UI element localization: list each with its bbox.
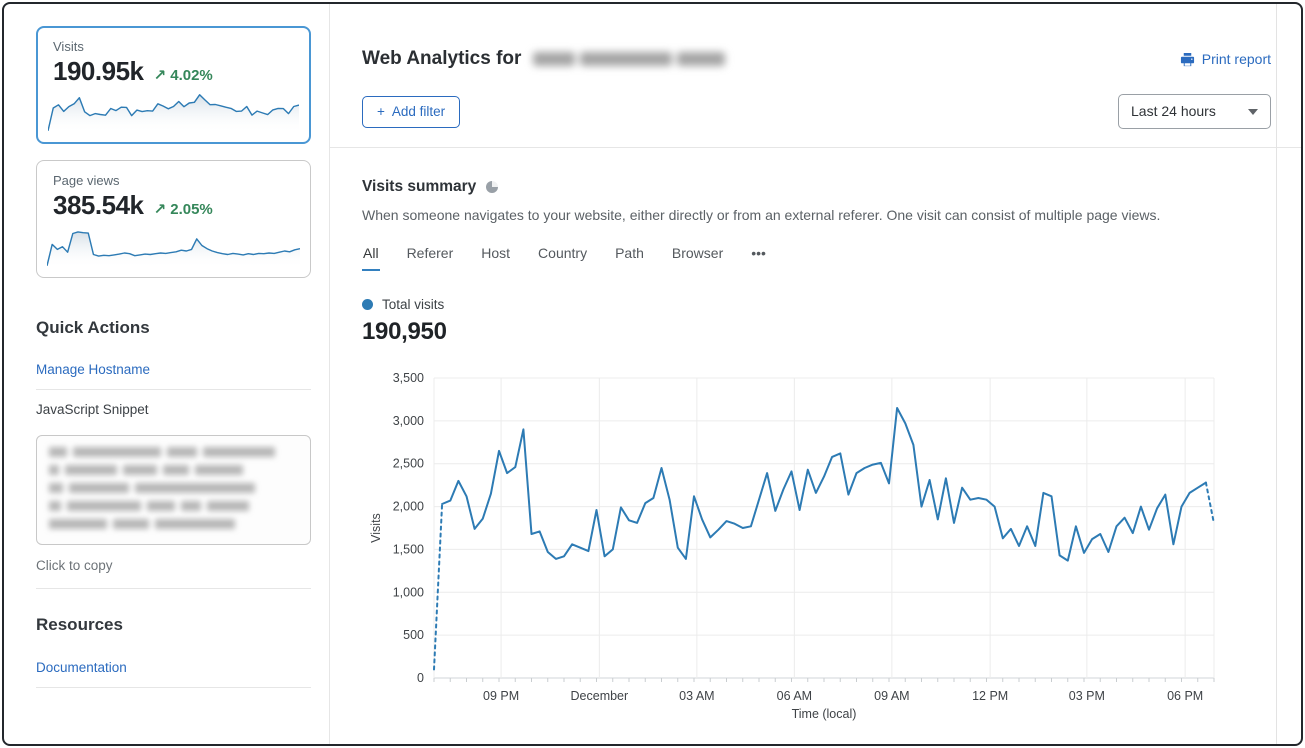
svg-text:09 PM: 09 PM xyxy=(483,689,519,703)
visits-chart: 0 500 1,000 1,500 2,000 2,500 3,000 3,500 09 PM D… xyxy=(362,362,1271,727)
redacted-code-line xyxy=(49,483,298,493)
filter-row: + Add filter Last 24 hours xyxy=(362,94,1271,129)
quick-actions-heading: Quick Actions xyxy=(36,318,150,337)
metric-value: 190.95k xyxy=(53,56,144,86)
divider xyxy=(36,588,311,589)
add-filter-button[interactable]: + Add filter xyxy=(362,95,461,128)
svg-text:09 AM: 09 AM xyxy=(874,689,909,703)
documentation-link[interactable]: Documentation xyxy=(36,660,127,675)
visits-summary-description: When someone navigates to your website, … xyxy=(362,207,1161,223)
sidebar: Visits 190.95k ↗ 4.02% Page views 385.54… xyxy=(4,4,330,744)
print-report-button[interactable]: Print report xyxy=(1180,51,1271,67)
tab-country[interactable]: Country xyxy=(537,245,588,271)
total-visits-value: 190,950 xyxy=(362,318,447,345)
svg-text:03 AM: 03 AM xyxy=(679,689,714,703)
tab-all[interactable]: All xyxy=(362,245,380,271)
svg-text:1,500: 1,500 xyxy=(393,542,424,556)
visits-sparkline xyxy=(48,94,299,133)
page-views-sparkline xyxy=(47,231,300,268)
divider xyxy=(36,687,311,688)
scroll-gutter-line xyxy=(1276,4,1277,744)
svg-text:03 PM: 03 PM xyxy=(1069,689,1105,703)
visits-line-chart: 0 500 1,000 1,500 2,000 2,500 3,000 3,500 09 PM D… xyxy=(369,371,1215,721)
svg-text:500: 500 xyxy=(403,628,424,642)
tab-path[interactable]: Path xyxy=(614,245,645,271)
metric-delta: ↗ 4.02% xyxy=(153,67,213,84)
dimension-tabs: All Referer Host Country Path Browser ••• xyxy=(362,245,1271,271)
time-range-select[interactable]: Last 24 hours xyxy=(1118,94,1271,129)
svg-text:1,000: 1,000 xyxy=(393,585,424,599)
trend-up-icon: ↗ xyxy=(153,201,167,218)
svg-text:12 PM: 12 PM xyxy=(972,689,1008,703)
redacted-code-line xyxy=(49,465,298,475)
redacted-domain xyxy=(533,52,726,66)
svg-text:December: December xyxy=(571,689,629,703)
tab-more[interactable]: ••• xyxy=(750,245,767,271)
svg-text:2,000: 2,000 xyxy=(393,500,424,514)
trend-up-icon: ↗ xyxy=(153,67,167,84)
metric-card-visits[interactable]: Visits 190.95k ↗ 4.02% xyxy=(36,26,311,144)
resources-heading: Resources xyxy=(36,615,123,634)
pie-help-icon[interactable] xyxy=(485,180,499,194)
chart-legend: Total visits xyxy=(362,297,1271,312)
svg-text:06 PM: 06 PM xyxy=(1167,689,1203,703)
svg-text:Visits: Visits xyxy=(369,513,383,543)
tab-host[interactable]: Host xyxy=(480,245,511,271)
legend-label: Total visits xyxy=(382,297,445,312)
metric-value: 385.54k xyxy=(53,190,144,220)
manage-hostname-link[interactable]: Manage Hostname xyxy=(36,362,151,377)
main-panel: Web Analytics for Print report + Add fil… xyxy=(330,4,1301,744)
divider xyxy=(330,147,1301,148)
metric-delta: ↗ 2.05% xyxy=(153,201,213,218)
plus-icon: + xyxy=(377,103,385,119)
tab-referer[interactable]: Referer xyxy=(406,245,455,271)
visits-summary-title: Visits summary xyxy=(362,178,477,195)
printer-icon xyxy=(1180,52,1194,66)
summary-head: Visits summary xyxy=(362,178,1271,196)
svg-text:06 AM: 06 AM xyxy=(777,689,812,703)
main-header: Web Analytics for Print report xyxy=(362,48,1271,70)
redacted-code-line xyxy=(49,447,298,457)
divider xyxy=(36,389,311,390)
metric-label: Page views xyxy=(53,173,120,188)
svg-text:3,500: 3,500 xyxy=(393,371,424,385)
svg-text:3,000: 3,000 xyxy=(393,414,424,428)
svg-text:2,500: 2,500 xyxy=(393,457,424,471)
redacted-code-line xyxy=(49,519,298,529)
redacted-code-line xyxy=(49,501,298,511)
page-title: Web Analytics for xyxy=(362,48,726,70)
js-snippet-code-redacted[interactable] xyxy=(36,435,311,545)
metric-card-page-views[interactable]: Page views 385.54k ↗ 2.05% xyxy=(36,160,311,278)
tab-browser[interactable]: Browser xyxy=(671,245,724,271)
js-snippet-label: JavaScript Snippet xyxy=(36,402,149,417)
click-to-copy-hint: Click to copy xyxy=(36,558,113,573)
svg-text:0: 0 xyxy=(417,671,424,685)
chevron-down-icon xyxy=(1248,109,1258,115)
legend-dot-icon xyxy=(362,299,373,310)
svg-text:Time (local): Time (local) xyxy=(792,707,857,721)
metric-label: Visits xyxy=(53,39,84,54)
